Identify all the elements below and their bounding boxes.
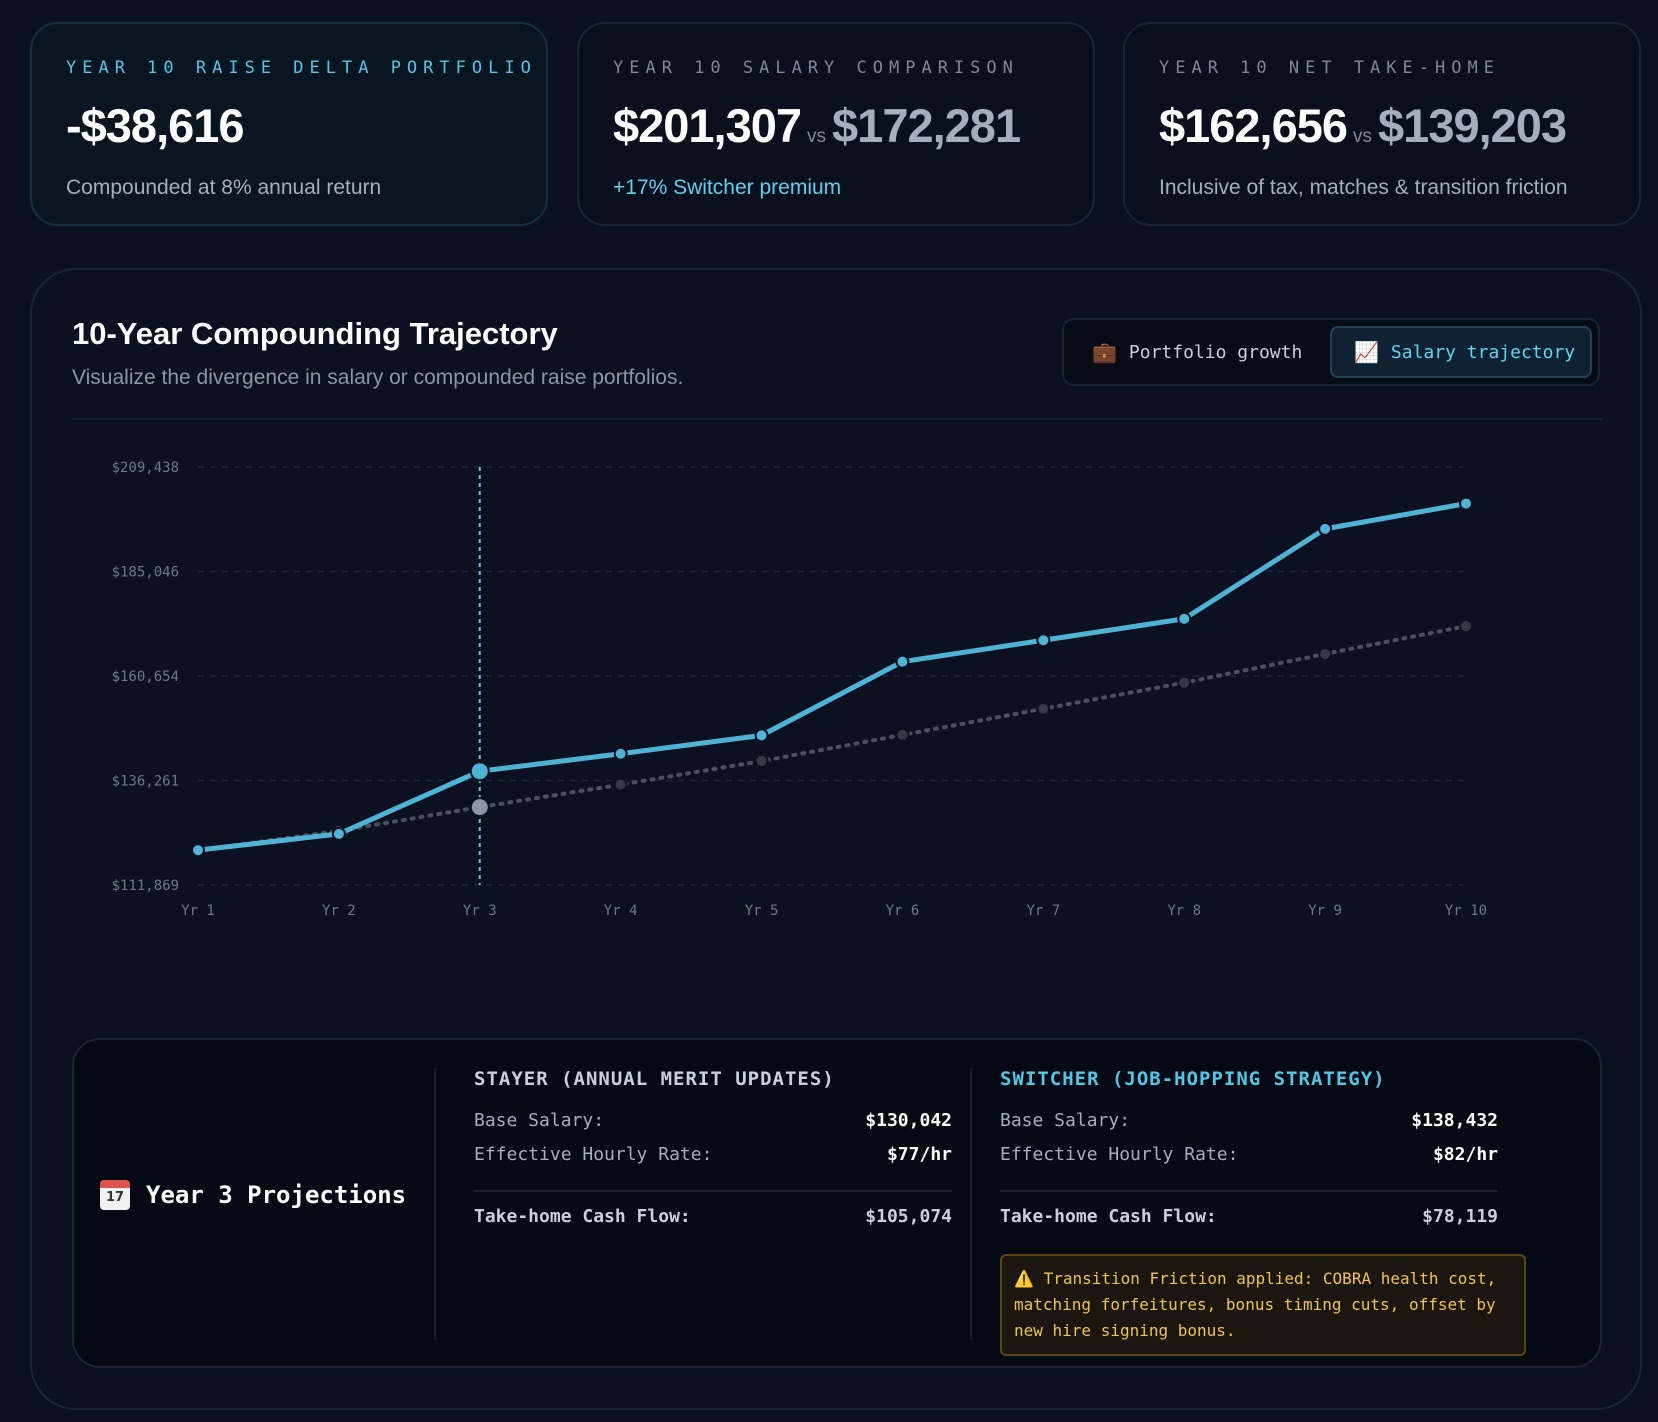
x-tick-label: Yr 4 <box>604 903 638 919</box>
switcher-point <box>754 728 769 743</box>
briefcase-icon: 💼 <box>1092 340 1117 364</box>
switcher-point <box>331 826 346 841</box>
column-divider <box>970 1068 972 1340</box>
panel-divider <box>72 418 1602 420</box>
raise-delta-value: -$38,616 <box>66 99 245 152</box>
switcher-cash-row: Take-home Cash Flow: $78,119 <box>1000 1206 1498 1227</box>
x-tick-label: Yr 2 <box>322 903 356 919</box>
year-projections-box: 17 Year 3 Projections STAYER (ANNUAL MER… <box>72 1038 1602 1368</box>
view-toggle: 💼 Portfolio growth 📈 Salary trajectory <box>1062 318 1600 386</box>
card-subtext: Compounded at 8% annual return <box>66 176 382 199</box>
salary-trajectory-chart[interactable]: $111,869 $136,261 $160,654 $185,046 $209,438… <box>32 270 1644 990</box>
stayer-point <box>469 797 490 818</box>
y-tick-label: $160,654 <box>112 669 179 685</box>
stayer-point <box>613 777 628 792</box>
transition-friction-warning: ⚠️ Transition Friction applied: COBRA he… <box>1000 1254 1526 1356</box>
stayer-base-row: Base Salary: $130,042 <box>474 1110 952 1131</box>
switcher-point <box>191 843 205 858</box>
stayer-column: STAYER (ANNUAL MERIT UPDATES) Base Salar… <box>474 1068 952 1240</box>
x-tick-label: Yr 10 <box>1445 903 1487 919</box>
switcher-cash-value: $78,119 <box>1422 1206 1498 1227</box>
portfolio-growth-button[interactable]: 💼 Portfolio growth <box>1070 326 1326 378</box>
stayer-point <box>1459 619 1473 634</box>
stayer-take-home-value: $139,203 <box>1378 99 1567 152</box>
row-separator <box>474 1190 952 1192</box>
switcher-hourly-row: Effective Hourly Rate: $82/hr <box>1000 1144 1498 1165</box>
stayer-hourly-value: $77/hr <box>886 1144 952 1165</box>
switcher-point <box>895 654 910 669</box>
switcher-series-line <box>197 501 1467 853</box>
projections-title: 17 Year 3 Projections <box>100 1180 406 1210</box>
card-subtext: Inclusive of tax, matches & transition f… <box>1159 176 1568 199</box>
card-label: YEAR 10 NET TAKE-HOME <box>1159 58 1500 78</box>
stayer-point <box>1318 646 1333 661</box>
switcher-premium-text: +17% Switcher premium <box>613 176 842 199</box>
card-label: YEAR 10 RAISE DELTA PORTFOLIO <box>66 58 537 78</box>
stayer-salary-value: $172,281 <box>832 99 1021 152</box>
stayer-point <box>754 754 769 769</box>
stayer-cash-row: Take-home Cash Flow: $105,074 <box>474 1206 952 1227</box>
y-tick-label: $136,261 <box>112 774 179 790</box>
switcher-base-row: Base Salary: $138,432 <box>1000 1110 1498 1131</box>
switcher-point <box>1459 496 1473 511</box>
vs-label: vs <box>1353 126 1373 147</box>
column-divider <box>434 1068 436 1340</box>
vs-label: vs <box>807 126 827 147</box>
y-tick-label: $111,869 <box>112 878 179 894</box>
stayer-point <box>1177 675 1192 690</box>
switcher-take-home-value: $162,656 <box>1159 99 1348 152</box>
panel-subtitle: Visualize the divergence in salary or co… <box>72 366 684 389</box>
switcher-heading: SWITCHER (JOB-HOPPING STRATEGY) <box>1000 1068 1386 1090</box>
switcher-hourly-value: $82/hr <box>1432 1144 1498 1165</box>
stayer-base-value: $130,042 <box>865 1110 952 1131</box>
stayer-point <box>1036 701 1051 716</box>
chart-up-icon: 📈 <box>1354 340 1379 364</box>
stayer-series-line <box>196 624 1468 853</box>
stayer-point <box>895 727 910 742</box>
raise-delta-card: YEAR 10 RAISE DELTA PORTFOLIO -$38,616 C… <box>30 22 548 226</box>
stayer-cash-value: $105,074 <box>865 1206 952 1227</box>
stayer-heading: STAYER (ANNUAL MERIT UPDATES) <box>474 1068 835 1090</box>
row-separator <box>1000 1190 1498 1192</box>
y-tick-label: $209,438 <box>112 460 179 476</box>
panel-title: 10-Year Compounding Trajectory <box>72 316 558 351</box>
card-label: YEAR 10 SALARY COMPARISON <box>613 58 1019 78</box>
calendar-icon: 17 <box>100 1180 130 1210</box>
y-tick-label: $185,046 <box>112 565 179 581</box>
switcher-point <box>469 761 490 782</box>
switcher-point <box>1036 633 1051 648</box>
switcher-point <box>1177 611 1192 626</box>
switcher-point <box>1318 521 1333 536</box>
x-tick-label: Yr 6 <box>886 903 920 919</box>
x-tick-label: Yr 7 <box>1026 903 1060 919</box>
warning-icon: ⚠️ <box>1014 1269 1034 1288</box>
net-take-home-card: YEAR 10 NET TAKE-HOME $162,656 vs $139,203… <box>1123 22 1641 226</box>
switcher-base-value: $138,432 <box>1411 1110 1498 1131</box>
x-tick-label: Yr 9 <box>1308 903 1342 919</box>
trajectory-panel: 10-Year Compounding Trajectory Visualize… <box>30 268 1642 1410</box>
toggle-label: Portfolio growth <box>1128 341 1303 363</box>
x-tick-label: Yr 1 <box>181 903 215 919</box>
x-tick-label: Yr 5 <box>745 903 779 919</box>
switcher-salary-value: $201,307 <box>613 99 802 152</box>
toggle-label: Salary trajectory <box>1390 341 1576 363</box>
stayer-hourly-row: Effective Hourly Rate: $77/hr <box>474 1144 952 1165</box>
switcher-point <box>613 746 628 761</box>
x-tick-label: Yr 3 <box>463 903 497 919</box>
salary-trajectory-button[interactable]: 📈 Salary trajectory <box>1330 326 1592 378</box>
switcher-column: SWITCHER (JOB-HOPPING STRATEGY) Base Sal… <box>1000 1068 1526 1356</box>
salary-comparison-card: YEAR 10 SALARY COMPARISON $201,307 vs $172… <box>577 22 1095 226</box>
x-tick-label: Yr 8 <box>1167 903 1201 919</box>
